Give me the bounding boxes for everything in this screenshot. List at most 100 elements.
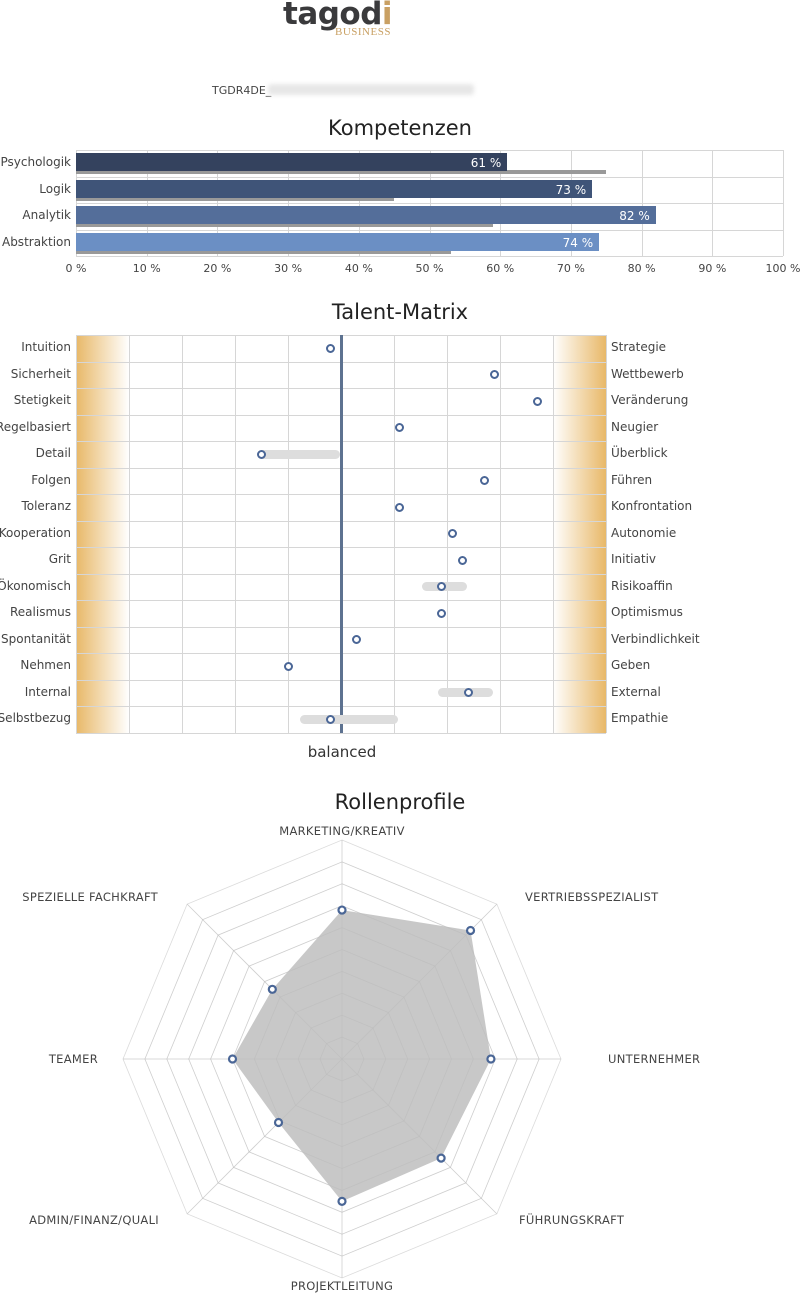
talent-matrix-xlabel: balanced (307, 743, 377, 761)
radar-value-marker (337, 905, 347, 915)
grid-line-vertical (76, 335, 77, 733)
grid-line-vertical (182, 335, 183, 733)
left-extreme-band (76, 335, 129, 733)
rollenprofile-title: Rollenprofile (334, 790, 466, 814)
report-id: TGDR4DE_ (212, 84, 272, 97)
x-tick-label: 40 % (344, 262, 373, 275)
trait-value-marker (437, 608, 447, 618)
talent-matrix-title: Talent-Matrix (331, 300, 469, 324)
grid-line-vertical (288, 335, 289, 733)
radar-value-marker (486, 1054, 496, 1064)
bar-category-label: Analytik (22, 208, 71, 222)
trait-value-marker (490, 370, 500, 380)
trait-value-marker (479, 476, 489, 486)
radar-spoke (186, 903, 343, 1060)
x-tick-label: 80 % (627, 262, 656, 275)
radar-data-area (232, 910, 491, 1202)
x-tick-label: 20 % (203, 262, 232, 275)
trait-right-label: Autonomie (611, 525, 677, 540)
trait-right-label: Konfrontation (611, 499, 693, 514)
trait-left-label: Selbstbezug (0, 711, 71, 726)
bar-category-label: Logik (39, 181, 71, 196)
trait-value-marker (257, 449, 266, 459)
radar-axis-label: FÜHRUNGSKRAFT (519, 1213, 625, 1227)
radar-value-marker (436, 1153, 446, 1163)
x-tick-label: 50 % (415, 262, 444, 275)
trait-value-marker (463, 688, 473, 698)
trait-right-label: Veränderung (611, 393, 689, 408)
trait-value-marker (394, 502, 404, 512)
grid-line-vertical (606, 335, 607, 733)
comparison-bar (76, 249, 451, 254)
trait-right-label: External (611, 684, 661, 699)
trait-left-label: Intuition (21, 340, 71, 355)
grid-line-horizontal (76, 732, 606, 734)
trait-value-marker (458, 555, 468, 565)
grid-line-vertical (553, 335, 554, 733)
result-bar: 82 % (76, 206, 656, 224)
radar-axis-label: UNTERNEHMER (608, 1052, 701, 1066)
grid-line-vertical (447, 335, 448, 733)
report-id-redacted (268, 84, 474, 95)
trait-left-label: Detail (35, 446, 71, 461)
trait-value-marker (325, 343, 335, 353)
grid-line-vertical (500, 335, 501, 733)
radar-value-marker (465, 925, 476, 936)
radar-value-marker (337, 1196, 347, 1206)
grid-line-vertical (129, 335, 130, 733)
logo: tagodi (283, 0, 393, 32)
trait-left-label: Realismus (9, 605, 71, 620)
x-tick-label: 0 % (65, 262, 87, 275)
trait-right-label: Führen (611, 472, 653, 487)
grid-line-horizontal (76, 203, 783, 204)
result-bar: 61 % (76, 153, 508, 171)
kompetenzen-chart: 0 % 10 % 20 % 30 % 40 % 50 % 60 % 70 % 80 % 90 % 1… (0, 0, 800, 290)
trait-value-marker (394, 423, 404, 433)
trait-right-label: Überblick (611, 446, 668, 461)
logo-dot-letter: i (381, 0, 393, 32)
radar-axis-label: VERTRIEBSSPEZIALIST (525, 890, 659, 904)
trait-value-marker (447, 529, 457, 539)
bar-value-label: 61 % (470, 156, 502, 170)
grid-line-vertical (783, 150, 784, 256)
grid-line-horizontal (76, 150, 783, 151)
comparison-bar (76, 196, 395, 201)
trait-left-label: Folgen (31, 472, 71, 487)
kompetenzen-title: Kompetenzen (328, 116, 472, 140)
radar-axis-label: TEAMER (48, 1052, 98, 1066)
bar-category-label: Abstraktion (1, 234, 71, 249)
trait-value-marker (437, 582, 447, 592)
trait-left-label: Stetigkeit (13, 393, 71, 408)
trait-right-label: Optimismus (611, 605, 683, 620)
x-tick-label: 70 % (556, 262, 585, 275)
comparison-bar (76, 223, 494, 227)
radar-spoke (341, 1058, 498, 1215)
balanced-center-line (340, 335, 343, 733)
trait-value-marker (283, 661, 293, 671)
grid-line-horizontal (76, 229, 783, 231)
trait-range-bar (299, 714, 398, 724)
bar-category-label: Psychologik (0, 155, 72, 169)
grid-line-vertical (394, 335, 395, 733)
grid-line-vertical (235, 335, 236, 733)
radar-axis-label: SPEZIELLE FACHKRAFT (22, 890, 158, 904)
trait-left-label: Ökonomisch (0, 578, 71, 593)
radar-spoke (186, 1058, 343, 1215)
radar-axis-label: ADMIN/FINANZ/QUALI (29, 1213, 159, 1227)
trait-left-label: Internal (24, 684, 71, 699)
x-tick-label: 60 % (486, 262, 515, 275)
grid-line-horizontal (76, 256, 783, 257)
trait-range-bar (257, 449, 340, 459)
x-tick-label: 90 % (698, 262, 727, 275)
trait-left-label: Kooperation (0, 525, 71, 540)
trait-right-label: Wettbewerb (611, 366, 684, 381)
trait-value-marker (325, 714, 335, 724)
trait-right-label: Empathie (611, 711, 669, 726)
comparison-bar (76, 170, 607, 174)
right-extreme-band (553, 335, 606, 733)
logo-subtitle: BUSINESS (335, 26, 391, 38)
trait-left-label: Nehmen (20, 658, 71, 673)
bar-value-label: 82 % (619, 209, 650, 223)
